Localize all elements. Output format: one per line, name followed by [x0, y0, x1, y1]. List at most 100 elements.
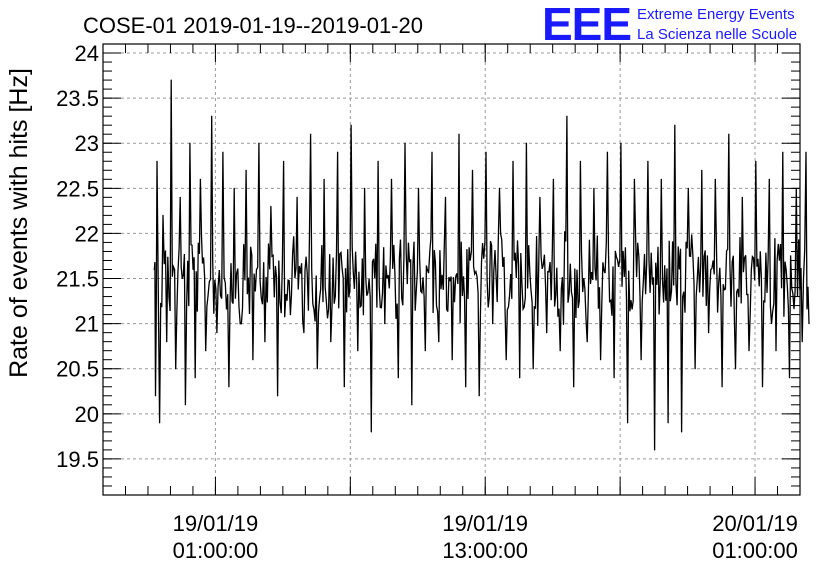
data-point — [512, 160, 514, 162]
data-point — [566, 115, 568, 117]
data-point — [330, 341, 332, 343]
data-point — [728, 133, 730, 135]
chart-title: COSE-01 2019-01-19--2019-01-20 — [83, 13, 423, 38]
y-tick-label: 21 — [75, 312, 99, 337]
data-point — [701, 169, 703, 171]
data-point — [546, 332, 548, 334]
y-axis-label: Rate of events with hits [Hz] — [5, 68, 33, 378]
data-point — [532, 368, 534, 370]
data-point — [296, 196, 298, 198]
data-point — [211, 115, 213, 117]
data-point — [458, 133, 460, 135]
data-point — [184, 404, 186, 406]
data-point — [323, 178, 325, 180]
data-point — [424, 350, 426, 352]
data-point — [734, 368, 737, 370]
data-point — [579, 160, 582, 162]
data-point — [660, 178, 662, 180]
y-tick-label: 20 — [75, 402, 99, 427]
plot-frame — [102, 43, 801, 496]
series-layer — [153, 79, 810, 451]
data-point — [179, 196, 181, 198]
data-point — [199, 178, 201, 180]
data-point — [741, 196, 743, 198]
data-point — [654, 449, 656, 451]
x-tick-labels: 19/01/1901:00:0019/01/1913:00:0020/01/19… — [173, 511, 798, 563]
data-point — [370, 431, 372, 433]
data-point — [189, 142, 191, 144]
data-point — [159, 422, 161, 424]
data-point — [687, 187, 689, 189]
data-point — [289, 314, 291, 316]
data-point — [674, 124, 676, 126]
data-point — [277, 395, 279, 397]
data-point — [264, 341, 266, 343]
data-point — [465, 386, 467, 388]
data-point — [154, 395, 157, 397]
data-point — [600, 359, 602, 361]
data-point — [222, 151, 224, 153]
data-point — [805, 151, 807, 153]
data-point — [768, 178, 770, 180]
data-point — [233, 187, 235, 189]
x-tick-time: 13:00:00 — [442, 538, 528, 563]
logo-line2: La Scienza nelle Scuole — [637, 26, 797, 43]
data-point — [175, 368, 177, 370]
data-point — [404, 142, 406, 144]
data-point — [782, 151, 784, 153]
series-line — [153, 80, 810, 450]
data-point — [245, 169, 247, 171]
data-point — [552, 178, 555, 180]
x-tick-date: 20/01/19 — [712, 511, 798, 536]
data-point — [613, 377, 615, 379]
logo-letters: EEE — [542, 0, 631, 50]
y-tick-label: 24 — [75, 41, 99, 66]
data-point — [519, 377, 521, 379]
data-point — [397, 377, 399, 379]
data-point — [205, 350, 207, 352]
y-tick-label: 22.5 — [56, 176, 99, 201]
data-point — [633, 178, 636, 180]
y-tick-label: 23 — [75, 131, 99, 156]
data-point — [539, 196, 541, 198]
data-point — [364, 187, 366, 189]
data-point — [303, 332, 305, 334]
data-point — [525, 142, 528, 144]
x-tick-time: 01:00:00 — [712, 538, 798, 563]
y-tick-label: 23.5 — [56, 86, 99, 111]
data-point — [667, 422, 669, 424]
data-point — [627, 422, 629, 424]
data-point — [357, 350, 359, 352]
data-point — [239, 323, 241, 325]
data-point — [640, 359, 642, 361]
data-point — [573, 386, 575, 388]
data-point — [471, 169, 474, 171]
data-point — [451, 359, 453, 361]
data-point — [681, 431, 683, 433]
y-tick-label: 19.5 — [56, 447, 99, 472]
x-tick-time: 01:00:00 — [173, 538, 259, 563]
data-point — [258, 142, 260, 144]
x-tick-date: 19/01/19 — [442, 511, 528, 536]
data-point — [748, 350, 750, 352]
data-point — [194, 377, 196, 379]
data-point — [156, 160, 158, 162]
data-point — [384, 323, 386, 325]
data-point — [505, 359, 507, 361]
data-point — [417, 187, 420, 189]
data-point — [162, 214, 164, 216]
data-point — [620, 142, 622, 144]
data-point — [808, 323, 810, 325]
y-tick-label: 22 — [75, 221, 99, 246]
data-point — [775, 350, 777, 352]
data-point — [498, 187, 501, 189]
x-tick-date: 19/01/19 — [173, 511, 259, 536]
data-point — [714, 178, 716, 180]
y-tick-labels: 19.5 20 20.5 21 21.5 22 22.5 23 23.5 24 — [56, 41, 99, 472]
data-point — [708, 332, 710, 334]
eee-logo: EEE Extreme Energy Events La Scienza nel… — [542, 0, 797, 50]
data-point — [166, 341, 168, 343]
y-tick-label: 20.5 — [56, 357, 99, 382]
data-point — [270, 205, 272, 207]
